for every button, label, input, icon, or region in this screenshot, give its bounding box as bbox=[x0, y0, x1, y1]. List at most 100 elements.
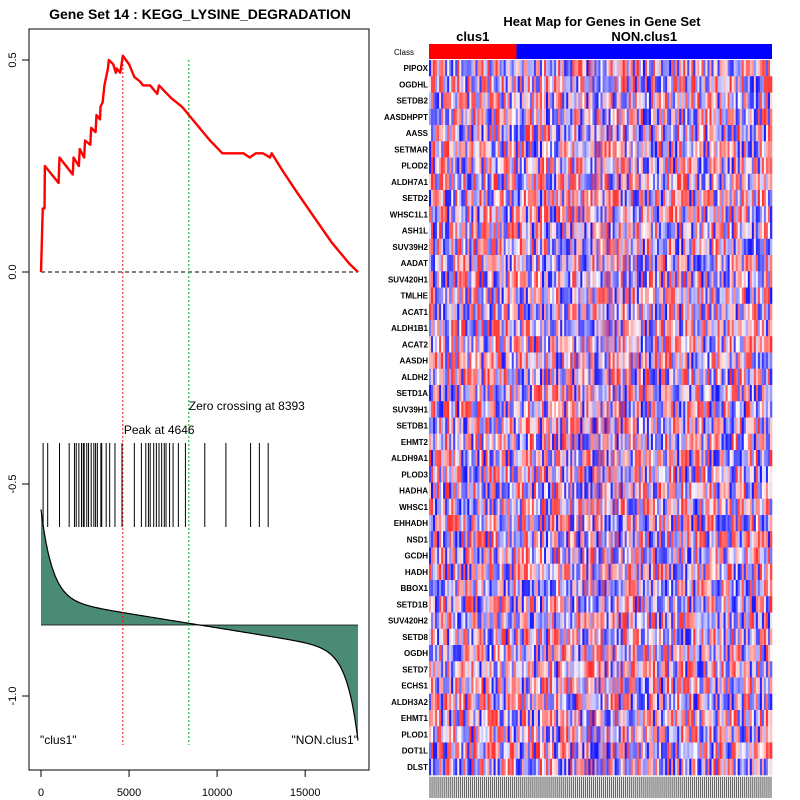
heat-cell bbox=[513, 433, 517, 451]
heat-cell bbox=[503, 287, 506, 305]
heat-cell bbox=[652, 352, 656, 370]
heat-cell bbox=[693, 385, 696, 402]
heat-cell bbox=[659, 108, 662, 126]
heat-cell bbox=[622, 76, 626, 93]
heat-cell bbox=[638, 108, 642, 126]
heat-cell bbox=[554, 60, 557, 77]
heat-cell bbox=[705, 368, 708, 386]
heat-cell bbox=[614, 303, 617, 321]
heat-cell bbox=[521, 238, 525, 256]
heat-cell bbox=[759, 222, 763, 240]
heat-cell bbox=[654, 255, 658, 272]
heat-cell bbox=[679, 417, 682, 435]
heat-cell bbox=[554, 515, 557, 532]
heat-cell bbox=[441, 76, 444, 93]
heat-cell bbox=[586, 336, 589, 353]
heat-cell bbox=[610, 271, 613, 288]
heat-cell bbox=[675, 515, 678, 532]
heat-cell bbox=[757, 271, 761, 288]
heat-cell bbox=[673, 92, 676, 110]
heat-cell bbox=[687, 482, 690, 500]
heat-cell bbox=[435, 92, 438, 110]
heat-cell bbox=[556, 433, 559, 451]
heat-cell bbox=[457, 190, 460, 207]
heat-cell bbox=[431, 222, 434, 240]
heat-cell bbox=[461, 157, 464, 175]
heat-cell bbox=[479, 141, 482, 158]
peak-label: Peak at 4646 bbox=[124, 423, 195, 437]
heat-cell bbox=[546, 108, 549, 126]
heat-cell bbox=[600, 401, 603, 418]
heat-cell bbox=[437, 141, 440, 158]
heat-cell bbox=[447, 92, 450, 110]
heat-cell bbox=[717, 287, 720, 305]
heat-cell bbox=[691, 417, 694, 435]
heat-cell bbox=[558, 287, 561, 305]
heat-cell bbox=[527, 190, 531, 207]
heat-cell bbox=[719, 303, 722, 321]
heat-cell bbox=[600, 173, 603, 191]
heat-cell bbox=[667, 466, 670, 483]
heat-cell bbox=[610, 401, 613, 418]
heat-cell bbox=[592, 271, 595, 288]
heat-cell bbox=[695, 255, 698, 272]
heat-cell bbox=[747, 433, 751, 451]
heat-cell bbox=[681, 238, 684, 256]
heat-cell bbox=[751, 287, 755, 305]
heat-cell bbox=[610, 173, 613, 191]
heat-cell bbox=[552, 287, 555, 305]
heat-cell bbox=[541, 385, 545, 402]
heat-cell bbox=[618, 206, 621, 223]
heat-cell bbox=[594, 482, 597, 500]
heat-cell bbox=[439, 466, 442, 483]
heat-cell bbox=[604, 482, 607, 500]
heat-cell bbox=[763, 190, 767, 207]
heat-cell bbox=[541, 336, 545, 353]
heat-cell bbox=[592, 287, 595, 305]
heat-cell bbox=[441, 222, 444, 240]
heat-cell bbox=[576, 190, 579, 207]
heat-cell bbox=[612, 303, 615, 321]
heat-cell bbox=[509, 385, 513, 402]
heat-cell bbox=[521, 173, 525, 191]
heat-cell bbox=[663, 498, 666, 516]
heat-cell bbox=[612, 76, 615, 93]
heat-cell bbox=[753, 287, 757, 305]
heat-cell bbox=[727, 287, 730, 305]
heat-cell bbox=[435, 238, 438, 256]
heat-cell bbox=[606, 498, 609, 516]
heat-cell bbox=[491, 76, 494, 93]
heat-cell bbox=[507, 173, 511, 191]
heat-cell bbox=[679, 498, 682, 516]
gene-label: SUV420H1 bbox=[388, 275, 429, 284]
heat-cell bbox=[652, 255, 656, 272]
heat-cell bbox=[513, 173, 517, 191]
heat-cell bbox=[638, 417, 642, 435]
heat-cell bbox=[443, 303, 446, 321]
heat-cell bbox=[769, 450, 773, 467]
heat-cell bbox=[521, 222, 525, 240]
heat-cell bbox=[691, 157, 694, 175]
heat-cell bbox=[745, 238, 749, 256]
heat-cell bbox=[600, 515, 603, 532]
heat-cell bbox=[741, 498, 745, 516]
heat-cell bbox=[443, 466, 446, 483]
heat-cell bbox=[548, 125, 551, 142]
heat-cell bbox=[552, 141, 555, 158]
heat-cell bbox=[604, 385, 607, 402]
heat-cell bbox=[677, 401, 680, 418]
heat-cell bbox=[531, 303, 535, 321]
heat-cell bbox=[435, 336, 438, 353]
heat-cell bbox=[675, 173, 678, 191]
heat-cell bbox=[630, 336, 634, 353]
heat-cell bbox=[596, 401, 599, 418]
heat-cell bbox=[642, 450, 646, 467]
heat-cell bbox=[451, 206, 454, 223]
heat-cell bbox=[431, 320, 434, 337]
heat-cell bbox=[687, 173, 690, 191]
heat-cell bbox=[705, 190, 708, 207]
heat-cell bbox=[624, 385, 628, 402]
heat-cell bbox=[640, 190, 644, 207]
heat-cell bbox=[671, 206, 674, 223]
heat-cell bbox=[523, 157, 527, 175]
